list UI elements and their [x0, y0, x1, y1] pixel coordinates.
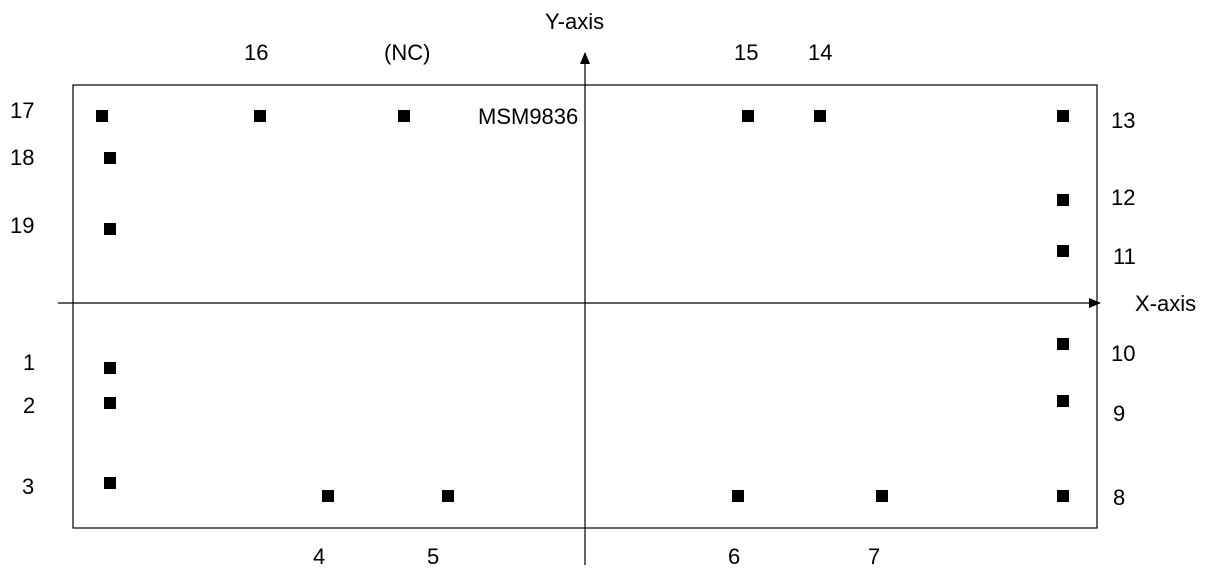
pad-8-marker — [1057, 490, 1069, 502]
pad-7-marker — [876, 490, 888, 502]
pad-12-label: 12 — [1111, 185, 1135, 210]
pad-2-label: 2 — [23, 393, 35, 418]
pad-5-marker — [442, 490, 454, 502]
pad-16-label: 16 — [244, 40, 268, 65]
pad-14-label: 14 — [808, 40, 832, 65]
pad-7-label: 7 — [868, 544, 880, 568]
pad-6-marker — [732, 490, 744, 502]
pad-19-label: 19 — [10, 213, 34, 238]
pad-6-label: 6 — [728, 544, 740, 568]
pad-18-label: 18 — [10, 145, 34, 170]
pad-10-marker — [1057, 338, 1069, 350]
pad-nc-marker — [398, 110, 410, 122]
pad-17-marker — [96, 110, 108, 122]
pad-5-label: 5 — [427, 544, 439, 568]
pad-11-label: 11 — [1113, 244, 1136, 269]
pad-3-label: 3 — [22, 474, 34, 499]
pad-1-label: 1 — [23, 350, 35, 375]
pad-15-label: 15 — [734, 40, 758, 65]
pad-18-marker — [104, 152, 116, 164]
pad-9-label: 9 — [1113, 401, 1125, 426]
pad-19-marker — [104, 223, 116, 235]
pad-11-marker — [1057, 245, 1069, 257]
pad-12-marker — [1057, 194, 1069, 206]
pad-nc-label: (NC) — [384, 40, 430, 65]
pad-13-marker — [1057, 110, 1069, 122]
pad-15-marker — [742, 110, 754, 122]
pad-10-label: 10 — [1111, 341, 1135, 366]
x-axis-label: X-axis — [1135, 291, 1196, 316]
pad-8-label: 8 — [1113, 485, 1125, 510]
pad-16-marker — [254, 110, 266, 122]
pad-4-marker — [322, 490, 334, 502]
pad-1-marker — [104, 362, 116, 374]
pad-17-label: 17 — [10, 98, 34, 123]
chip-name: MSM9836 — [478, 104, 578, 129]
pad-3-marker — [104, 477, 116, 489]
pad-2-marker — [104, 397, 116, 409]
pad-13-label: 13 — [1111, 108, 1135, 133]
pad-14-marker — [814, 110, 826, 122]
pad-9-marker — [1057, 395, 1069, 407]
y-axis-label: Y-axis — [545, 9, 604, 34]
pad-4-label: 4 — [313, 544, 325, 568]
pads-group: 1 2 3 4 5 6 7 8 9 10 11 12 13 — [10, 40, 1136, 568]
